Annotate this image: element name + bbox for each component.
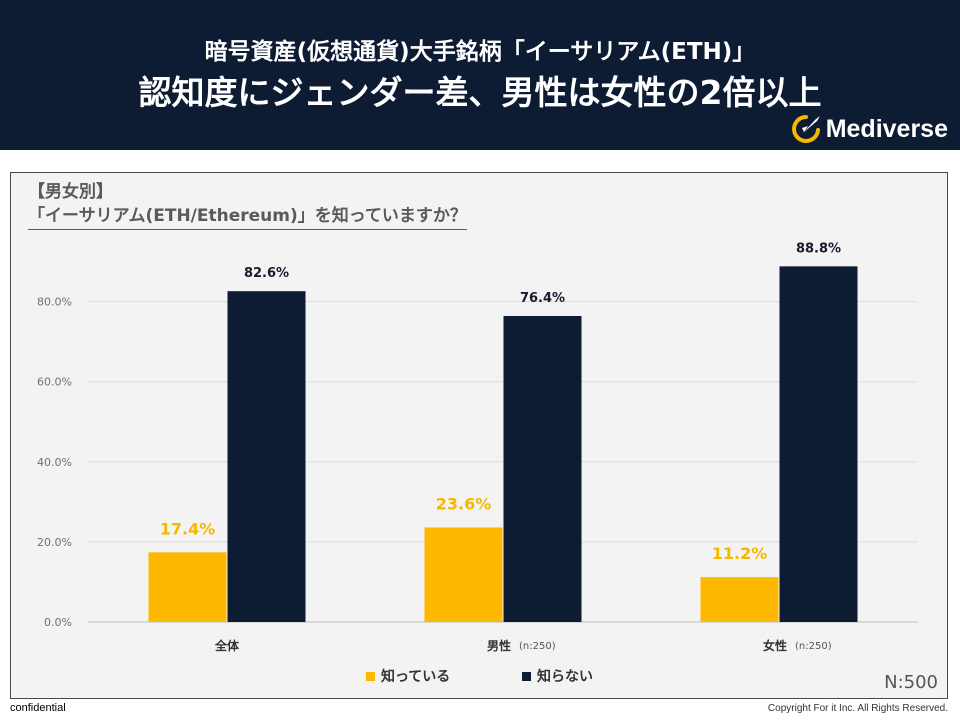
chart-title-line1: 【男女別】: [28, 182, 113, 202]
footer-copyright: Copyright For it Inc. All Rights Reserve…: [767, 703, 948, 714]
rocket-logo-icon: [791, 115, 820, 143]
brand-logo: Mediverse: [790, 114, 948, 144]
chart-title: 【男女別】 「イーサリアム(ETH/Ethereum)」を知っていますか？: [28, 180, 467, 230]
brand-name: Mediverse: [825, 114, 948, 143]
page-title-line2: 認知度にジェンダー差、男性は女性の2倍以上: [138, 73, 822, 112]
chart-title-line2: 「イーサリアム(ETH/Ethereum)」を知っていますか？: [28, 204, 467, 230]
chart-frame: [10, 172, 948, 699]
footer-confidential: confidential: [10, 702, 66, 714]
sample-size: N:500: [884, 672, 938, 693]
header-banner: 暗号資産(仮想通貨)大手銘柄「イーサリアム(ETH)」 認知度にジェンダー差、男…: [0, 0, 960, 150]
page-title-line1: 暗号資産(仮想通貨)大手銘柄「イーサリアム(ETH)」: [204, 39, 756, 65]
